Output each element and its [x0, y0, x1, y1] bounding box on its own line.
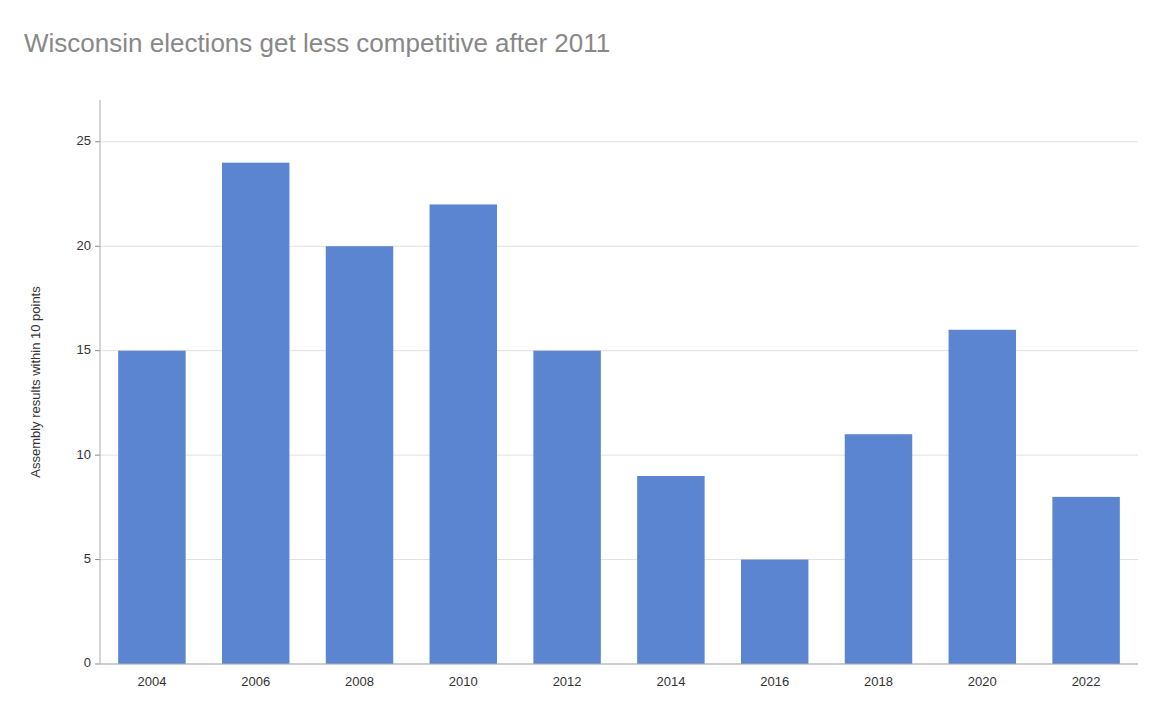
bar: [637, 476, 704, 664]
x-tick-label: 2006: [241, 674, 270, 689]
y-ticks: 0 5 10 15 20 25: [77, 133, 100, 670]
bar: [1052, 497, 1119, 664]
x-tick-label: 2018: [864, 674, 893, 689]
chart-container: 0510152025200420062008201020122014201620…: [0, 0, 1168, 724]
x-tick-label: 2008: [345, 674, 374, 689]
x-tick-label: 2014: [656, 674, 685, 689]
y-tick: [95, 664, 100, 665]
bars: [118, 163, 1120, 664]
y-tick: [95, 455, 100, 456]
y-tick-label: 10: [77, 447, 91, 462]
x-tick-label: 2012: [553, 674, 582, 689]
y-axis-line: [100, 100, 101, 664]
x-tick-label: 2004: [137, 674, 166, 689]
y-tick: [95, 559, 100, 560]
x-axis-line: [100, 664, 1138, 665]
y-tick-label: 25: [77, 133, 91, 148]
grid: [100, 142, 1138, 664]
y-tick-label: 0: [84, 655, 91, 670]
bar: [118, 351, 185, 664]
x-tick-label: 2022: [1072, 674, 1101, 689]
page: {"chart_data": {"type": "bar", "title": …: [0, 0, 1168, 724]
x-tick-label: 2020: [968, 674, 997, 689]
background: [0, 0, 1168, 724]
x-tick-label: 2016: [760, 674, 789, 689]
y-axis-label: Assembly results within 10 points: [28, 286, 43, 478]
y-tick-label: 20: [77, 238, 91, 253]
grid-line: [100, 141, 1138, 142]
title: Wisconsin elections get less competitive…: [24, 28, 610, 58]
x-ticks: 2004 2006 2008 2010 2012 2014 2016 2018 2020 2022: [137, 674, 1100, 689]
y-tick-label: 15: [77, 342, 91, 357]
y-tick: [95, 350, 100, 351]
bar: [949, 330, 1016, 664]
y-tick: [95, 246, 100, 247]
x-tick-label: 2010: [449, 674, 478, 689]
bar: [430, 204, 497, 664]
bar: [326, 246, 393, 664]
bar: [845, 434, 912, 664]
grid-line: [100, 664, 1138, 665]
bar: [533, 351, 600, 664]
bar: [741, 560, 808, 664]
y-tick-label: 5: [84, 551, 91, 566]
bar: [222, 163, 289, 664]
y-tick: [95, 141, 100, 142]
chart-svg: 0510152025200420062008201020122014201620…: [0, 0, 1168, 724]
